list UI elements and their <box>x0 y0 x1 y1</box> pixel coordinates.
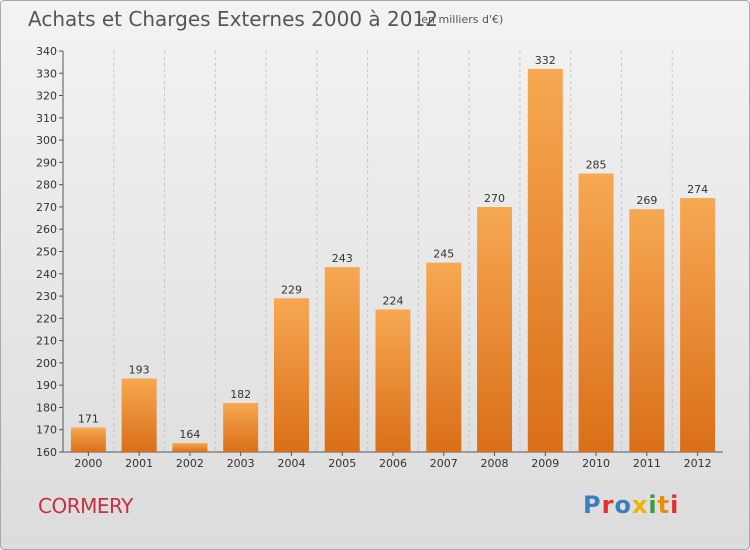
x-tick-label: 2003 <box>227 457 255 470</box>
logo-letter: i <box>648 491 658 519</box>
data-label: 224 <box>383 294 404 307</box>
y-tick-label: 170 <box>36 424 57 437</box>
chart-title: Achats et Charges Externes 2000 à 2012 <box>28 7 438 31</box>
y-tick-label: 320 <box>36 90 57 103</box>
y-tick-label: 200 <box>36 357 57 370</box>
x-tick-label: 2004 <box>277 457 305 470</box>
y-tick-label: 210 <box>36 335 57 348</box>
bars <box>70 68 716 453</box>
x-tick-label: 2002 <box>176 457 204 470</box>
bar <box>121 378 157 452</box>
x-tick-label: 2008 <box>481 457 509 470</box>
logo-letter: t <box>657 491 671 519</box>
x-tick-label: 2012 <box>684 457 712 470</box>
data-label: 245 <box>433 248 454 261</box>
x-tick-label: 2007 <box>430 457 458 470</box>
logo-letter: o <box>614 491 632 519</box>
bar <box>172 443 208 452</box>
bar <box>70 427 106 452</box>
y-tick-label: 180 <box>36 401 57 414</box>
bar <box>578 173 614 452</box>
y-tick-label: 310 <box>36 112 57 125</box>
x-tick-label: 2006 <box>379 457 407 470</box>
data-label: 270 <box>484 192 505 205</box>
y-tick-labels: 160 170 180 190 200 210 220 230 240 250 260 270 280 2… <box>36 45 57 459</box>
logo-letter: P <box>583 491 602 519</box>
y-tick-label: 190 <box>36 379 57 392</box>
y-tick-label: 160 <box>36 446 57 459</box>
bar <box>426 262 462 452</box>
proxiti-logo: Proxiti <box>583 491 679 519</box>
data-label: 171 <box>78 412 99 425</box>
logo-letter: i <box>670 491 680 519</box>
bar <box>324 267 360 452</box>
bar <box>273 298 309 452</box>
chart-subtitle: (en milliers d'€) <box>417 13 504 26</box>
data-label: 285 <box>586 159 607 172</box>
data-label: 182 <box>230 388 251 401</box>
data-label: 229 <box>281 283 302 296</box>
x-tick-label: 2011 <box>633 457 661 470</box>
y-tick-label: 300 <box>36 134 57 147</box>
x-tick-labels: 2000 2001 2002 2003 2004 2005 2006 2007 2008 2009… <box>74 457 711 470</box>
bar <box>527 68 563 453</box>
y-tick-label: 330 <box>36 67 57 80</box>
y-tick-label: 290 <box>36 156 57 169</box>
y-tick-label: 250 <box>36 246 57 259</box>
logo-letter: r <box>601 491 615 519</box>
bar <box>375 309 411 452</box>
commune-name: CORMERY <box>38 494 133 518</box>
y-tick-label: 240 <box>36 268 57 281</box>
y-tick-label: 340 <box>36 45 57 58</box>
bar <box>680 198 716 452</box>
y-tick-label: 270 <box>36 201 57 214</box>
y-tick-label: 230 <box>36 290 57 303</box>
bar <box>629 209 665 452</box>
y-tick-label: 280 <box>36 179 57 192</box>
data-label: 269 <box>636 194 657 207</box>
data-label: 193 <box>129 363 150 376</box>
data-label: 274 <box>687 183 708 196</box>
data-label: 243 <box>332 252 353 265</box>
bar <box>223 402 259 452</box>
x-tick-label: 2009 <box>531 457 559 470</box>
logo-letter: x <box>631 491 649 519</box>
grid-lines <box>113 51 673 452</box>
x-tick-label: 2000 <box>74 457 102 470</box>
data-label: 164 <box>179 428 200 441</box>
y-tick-label: 220 <box>36 312 57 325</box>
x-tick-label: 2005 <box>328 457 356 470</box>
y-tick-label: 260 <box>36 223 57 236</box>
x-tick-label: 2010 <box>582 457 610 470</box>
bar <box>477 206 513 452</box>
x-tick-label: 2001 <box>125 457 153 470</box>
data-label: 332 <box>535 54 556 67</box>
value-labels: 171 193 164 182 229 243 224 245 270 332 285 269 274 <box>78 54 708 441</box>
